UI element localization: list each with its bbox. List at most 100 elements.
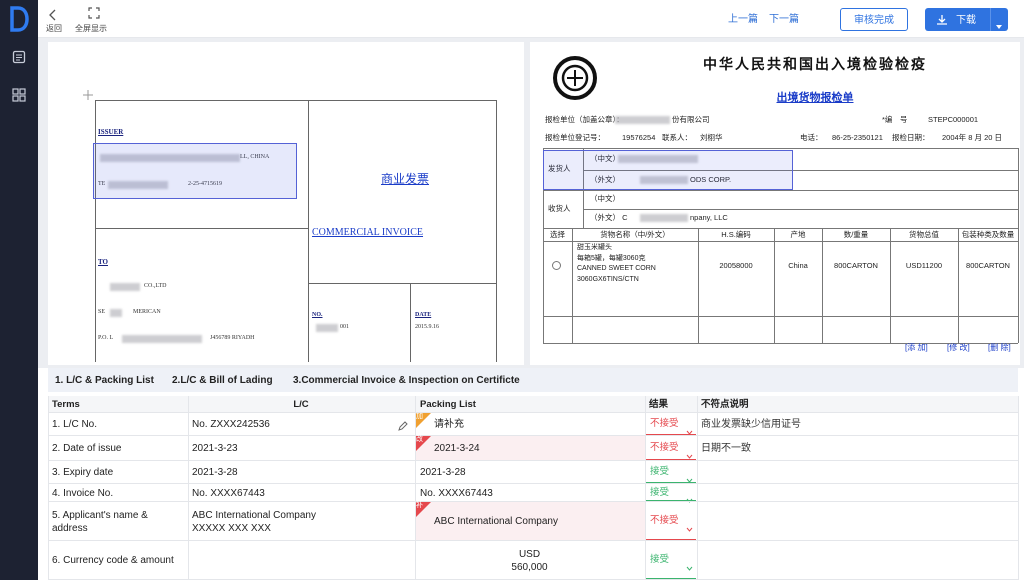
form-page [530, 42, 1020, 365]
term-cell: 6. Currency code & amount [52, 541, 182, 580]
download-icon-glyph [937, 15, 947, 25]
term-cell: 4. Invoice No. [52, 484, 182, 502]
issuer-tel: 2-25-4715619 [188, 181, 222, 188]
result-caret[interactable] [686, 490, 693, 503]
to-line: P.O. L [98, 335, 114, 342]
ciq-logo-glyph [553, 56, 597, 100]
result-select[interactable] [646, 485, 696, 501]
rule [48, 396, 49, 580]
pl-value: USD [518, 548, 541, 560]
result-caret[interactable] [686, 558, 693, 571]
back-icon[interactable] [48, 8, 58, 21]
result-select[interactable] [646, 503, 696, 540]
tab[interactable]: 2.L/C & Bill of Lading [172, 374, 273, 386]
fullscreen-icon[interactable] [87, 6, 101, 20]
prev-link[interactable]: 上一篇 [728, 13, 758, 25]
party-value: npany, LLC [690, 213, 728, 223]
field-label: 报检单位（加盖公章）： [545, 115, 624, 125]
goods-header: 产地 [790, 230, 806, 240]
result: 不接受 [650, 418, 679, 430]
result-select[interactable] [646, 462, 696, 483]
fullscreen-label[interactable]: 全屏显示 [75, 23, 107, 33]
pl-cell: 2021-3-28 [420, 461, 639, 484]
goods-cell: 800CARTON [966, 261, 1010, 271]
edit-icon-glyph [398, 420, 408, 431]
tab[interactable]: 1. L/C & Packing List [55, 374, 154, 386]
download-button[interactable] [925, 8, 1008, 31]
result-caret[interactable] [686, 470, 693, 483]
redacted-block [615, 116, 670, 124]
goods-cell: 20058000 [719, 261, 753, 271]
term-cell: 1. L/C No. [52, 413, 182, 436]
result-caret[interactable] [686, 422, 693, 435]
result-select[interactable] [646, 414, 696, 435]
field-value: 86-25-2350121 [832, 133, 883, 143]
pl-cell: USD 560,000 [420, 541, 639, 580]
rule [774, 228, 775, 343]
approve-label[interactable]: 审核完成 [854, 14, 894, 26]
download-label[interactable]: 下载 [956, 14, 976, 26]
back-icon-glyph [49, 9, 56, 21]
rule [543, 148, 544, 343]
lc-value: 2021-3-28 [192, 467, 238, 478]
lc-cell: No. ZXXX242536 [192, 413, 392, 436]
toolbar [38, 0, 1024, 38]
term-cell: 5. Applicant's name & address [52, 502, 182, 541]
lc-cell: ABC International Company XXXXX XXX XXX [192, 502, 392, 541]
form-action[interactable]: [修 改] [947, 342, 970, 352]
redacted-block [640, 176, 688, 184]
pl-value: 请补充 [434, 419, 464, 430]
goods-header: 货物名称（中/外文） [600, 230, 670, 240]
highlight-cell [415, 502, 645, 541]
rule [645, 396, 646, 580]
redacted-block [110, 309, 122, 317]
back-label[interactable]: 返回 [46, 23, 62, 33]
rule [583, 170, 1018, 171]
tab[interactable]: 3.Commercial Invoice & Inspection on Cer… [293, 374, 520, 386]
next-link[interactable]: 下一篇 [769, 13, 799, 25]
date-label: DATE [415, 312, 432, 319]
party-label: 收货人 [548, 204, 571, 214]
rule [543, 228, 1018, 229]
edit-icon[interactable] [397, 419, 409, 431]
pl-cell: ABC International Company [434, 502, 639, 541]
result-caret[interactable] [686, 519, 693, 532]
lc-value: No. ZXXX242536 [192, 419, 270, 430]
document-icon[interactable] [12, 50, 26, 64]
pl-cell: No. XXXX67443 [420, 484, 639, 502]
tag-label: 加 [416, 413, 423, 421]
result-select[interactable] [646, 542, 696, 579]
term: 4. Invoice No. [52, 487, 114, 499]
pl-value: 2021-3-24 [434, 443, 480, 454]
form-action[interactable]: [添 加] [905, 342, 928, 352]
grid-icon[interactable] [12, 88, 26, 102]
rule [583, 148, 584, 228]
note: 日期不一致 [701, 443, 751, 454]
result-caret[interactable] [686, 446, 693, 459]
column-header: Packing List [420, 398, 476, 410]
redacted-block [122, 335, 202, 343]
party-field: （外文） [590, 175, 620, 185]
approve-button[interactable] [840, 8, 908, 31]
to-line: J456789 RIYADH [210, 335, 255, 342]
column-header: 不符点说明 [701, 398, 749, 410]
goods-header: 数/重量 [843, 230, 869, 240]
rule [308, 100, 309, 362]
result-select[interactable] [646, 437, 696, 460]
rule [48, 501, 1018, 502]
redacted-block [640, 214, 688, 222]
result-caret-glyph [686, 527, 693, 532]
goods-radio[interactable] [552, 261, 561, 270]
field-label: 报检日期： [892, 133, 930, 143]
goods-name: 3060GX6TINS/CTN [577, 275, 639, 283]
pl-value: No. XXXX67443 [420, 487, 493, 499]
rule [415, 396, 416, 580]
rule [1018, 396, 1019, 580]
form-action[interactable]: [删 除] [988, 342, 1011, 352]
rule [48, 435, 1018, 436]
party-field: （中文） [590, 194, 620, 204]
rule [48, 540, 1018, 541]
goods-header: H.S.编码 [721, 230, 751, 240]
download-caret[interactable] [995, 17, 1003, 29]
